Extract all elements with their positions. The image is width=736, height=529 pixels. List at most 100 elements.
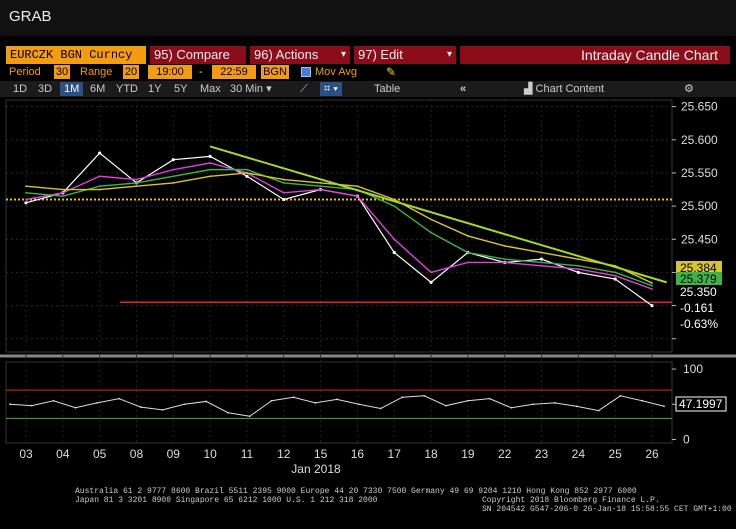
osc-y-tick-label: 0 bbox=[683, 432, 690, 446]
point-ma-mid bbox=[25, 191, 27, 194]
change-tag-bg bbox=[676, 301, 722, 314]
tab-3d[interactable]: 3D bbox=[38, 83, 53, 95]
line-chart-icon[interactable]: ⟋ bbox=[300, 83, 308, 95]
x-tick-label: 03 bbox=[19, 447, 33, 461]
compare-button[interactable]: 95) Compare bbox=[150, 46, 246, 64]
change-pct-tag: -0.63% bbox=[680, 317, 718, 331]
point-ma-fast bbox=[540, 264, 543, 267]
point-ma-fast bbox=[466, 261, 469, 264]
actions-label: 96) Actions bbox=[254, 47, 319, 62]
point-ma-mid bbox=[135, 181, 138, 184]
compare-label: 95) Compare bbox=[154, 47, 230, 62]
oscillator-last-value: 47.1997 bbox=[679, 397, 723, 411]
point-ma-fast bbox=[430, 271, 432, 274]
point-ma-slow bbox=[577, 258, 580, 261]
oscillator-point bbox=[336, 398, 338, 401]
point-ma-slow bbox=[25, 185, 27, 188]
footer: Australia 61 2 9777 8600 Brazil 5511 239… bbox=[0, 485, 736, 529]
x-tick-label: 19 bbox=[461, 447, 475, 461]
x-tick-label: 04 bbox=[56, 447, 70, 461]
x-tick-label: 12 bbox=[277, 447, 291, 461]
x-tick-label: 09 bbox=[167, 447, 181, 461]
collapse-left-icon[interactable]: « bbox=[460, 83, 467, 95]
table-button[interactable]: Table bbox=[374, 83, 401, 95]
oscillator-point bbox=[423, 394, 426, 397]
point-ma-mid bbox=[172, 175, 175, 178]
point-ma-slow bbox=[356, 185, 359, 188]
period-label: Period bbox=[9, 66, 41, 78]
oscillator-point bbox=[118, 397, 120, 400]
tab-6m[interactable]: 6M bbox=[90, 83, 106, 95]
point-ma-fast bbox=[209, 162, 212, 164]
point-ma-slow bbox=[172, 181, 175, 184]
oscillator-point bbox=[554, 401, 556, 404]
point-ma-fast bbox=[282, 191, 285, 194]
x-tick-label: 17 bbox=[388, 447, 402, 461]
security-ticker-field[interactable]: EURCZK BGN Curncy bbox=[6, 46, 146, 64]
oscillator-panel-frame bbox=[5, 361, 673, 444]
point-ma-mid bbox=[430, 231, 432, 234]
oscillator-point bbox=[663, 405, 665, 408]
chart-content-label: Chart Content bbox=[535, 83, 605, 95]
point-ma-mid bbox=[466, 251, 469, 254]
footer-phones-line2: Japan 81 3 3201 8900 Singapore 65 6212 1… bbox=[75, 496, 378, 505]
x-tick-label: 05 bbox=[93, 447, 107, 461]
oscillator-point bbox=[96, 401, 99, 404]
point-ma-fast bbox=[61, 191, 64, 194]
tab-1d[interactable]: 1D bbox=[13, 83, 28, 95]
x-tick-label: 26 bbox=[645, 447, 659, 461]
period-input[interactable]: 30 bbox=[54, 65, 70, 79]
end-time-input[interactable]: 22:59 bbox=[212, 65, 256, 79]
point-ma-mid bbox=[393, 205, 396, 208]
edit-menu[interactable]: 97) Edit ▾ bbox=[354, 46, 456, 64]
point-price bbox=[282, 197, 286, 202]
tab-max[interactable]: Max bbox=[200, 83, 221, 95]
mov-avg-checkbox[interactable] bbox=[301, 67, 311, 77]
point-price bbox=[429, 280, 433, 284]
oscillator-point bbox=[314, 401, 317, 404]
tab-5y[interactable]: 5Y bbox=[174, 83, 188, 95]
chart-content-button[interactable]: ▟ Chart Content bbox=[520, 82, 608, 96]
command-bar: EURCZK BGN Curncy 95) Compare 96) Action… bbox=[0, 46, 736, 64]
oscillator-point bbox=[597, 409, 600, 412]
point-price bbox=[245, 174, 249, 178]
point-ma-fast bbox=[172, 168, 175, 171]
point-ma-slow bbox=[651, 282, 653, 284]
oscillator-point bbox=[532, 403, 535, 406]
chart-style-select[interactable]: ⌗ ▾ bbox=[320, 82, 342, 96]
period-controls: Period 30 Range 20 19:00 - 22:59 BGN Mov… bbox=[0, 65, 736, 80]
pricing-source-input[interactable]: BGN bbox=[261, 65, 289, 79]
point-ma-fast bbox=[651, 288, 653, 290]
gear-icon[interactable]: ⚙ bbox=[684, 83, 694, 95]
point-ma-slow bbox=[540, 251, 543, 254]
oscillator-point bbox=[641, 399, 644, 402]
series-ma-slow bbox=[25, 172, 653, 284]
point-ma-slow bbox=[98, 188, 101, 191]
chevron-down-icon: ▾ bbox=[446, 49, 452, 60]
point-ma-mid bbox=[651, 284, 653, 287]
pencil-icon[interactable]: ✎ bbox=[386, 65, 397, 79]
point-price bbox=[392, 250, 396, 255]
change-tag: -0.161 bbox=[680, 301, 714, 315]
range-input[interactable]: 20 bbox=[123, 65, 139, 79]
price-panel-frame bbox=[5, 99, 673, 353]
oscillator-point bbox=[161, 408, 164, 411]
point-price bbox=[208, 154, 212, 158]
timeframe-toolbar: 1D 3D 1M 6M YTD 1Y 5Y Max 30 Min ▾ ⟋ ⌗ ▾… bbox=[0, 81, 736, 97]
actions-menu[interactable]: 96) Actions ▾ bbox=[250, 46, 350, 64]
interval-select[interactable]: 30 Min ▾ bbox=[230, 83, 272, 95]
interval-label: 30 Min bbox=[230, 83, 264, 95]
start-time-input[interactable]: 19:00 bbox=[148, 65, 192, 79]
chart-type-title: Intraday Candle Chart bbox=[460, 46, 730, 64]
tab-1y[interactable]: 1Y bbox=[148, 83, 162, 95]
oscillator-point bbox=[379, 407, 382, 410]
tab-1m[interactable]: 1M bbox=[60, 82, 84, 96]
footer-copyright: Copyright 2018 Bloomberg Finance L.P. bbox=[482, 496, 660, 505]
point-ma-fast bbox=[393, 238, 396, 241]
tab-ytd[interactable]: YTD bbox=[116, 83, 138, 95]
oscillator-point bbox=[248, 415, 251, 418]
point-ma-mid bbox=[209, 168, 212, 171]
oscillator-point bbox=[270, 399, 273, 402]
price-chart[interactable]: 25.40025.45025.50025.55025.60025.6500304… bbox=[0, 0, 736, 485]
point-ma-mid bbox=[577, 264, 580, 267]
